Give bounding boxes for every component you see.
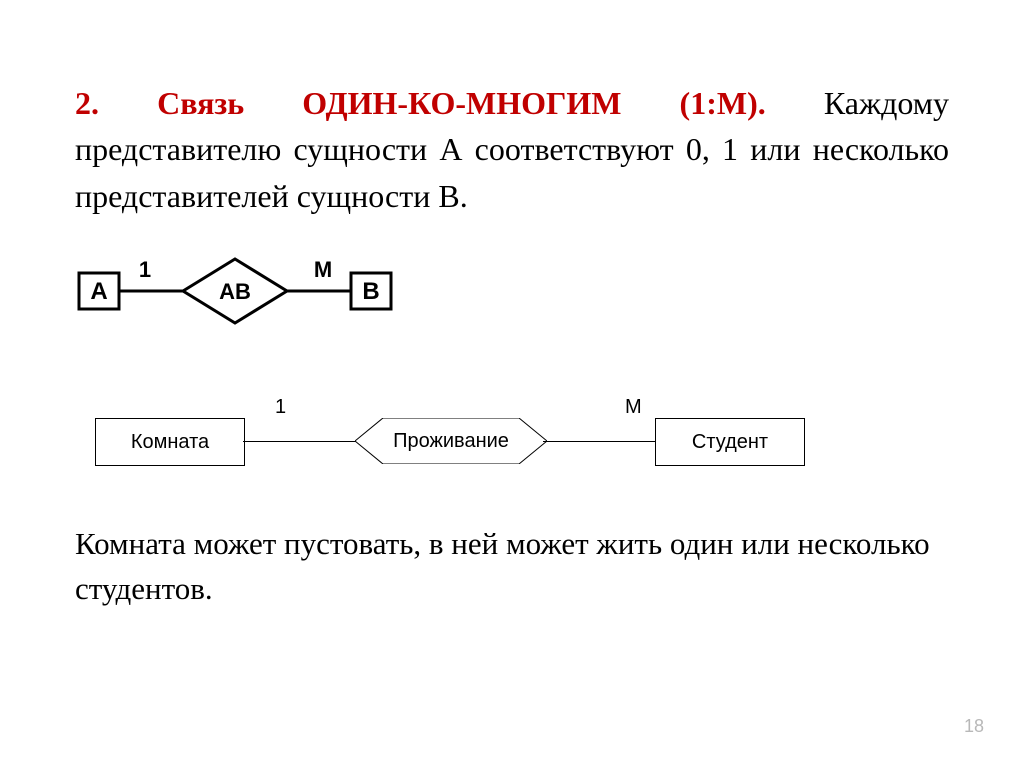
heading-block: 2. Связь ОДИН-КО-МНОГИМ (1:М). Каждому п… [75,80,949,219]
fig-entity-a: А [90,278,107,305]
card-left: 1 [275,396,286,419]
card-right: М [625,396,642,419]
fig-relationship: АВ [219,279,251,304]
entity-left-label: Комната [131,431,209,454]
page-number: 18 [964,716,984,737]
fig-card-right: М [314,257,332,282]
relationship-hexagon: Проживание [355,418,547,464]
er-line-right [543,441,655,442]
entity-left: Комната [95,418,245,466]
slide: 2. Связь ОДИН-КО-МНОГИМ (1:М). Каждому п… [0,0,1024,767]
bottom-paragraph: Комната может пустовать, в ней может жит… [75,522,949,612]
fig-card-left: 1 [139,257,151,282]
entity-right-label: Студент [692,431,768,454]
er-diagram-clean: Комната 1 Проживание М Студент [75,402,949,482]
heading-title: 2. Связь ОДИН-КО-МНОГИМ (1:М). [75,85,766,121]
fig-entity-b: В [362,278,379,305]
relationship-label: Проживание [393,430,509,453]
er-figure-thick: А 1 АВ М В [75,247,949,332]
entity-right: Студент [655,418,805,466]
er-line-left [243,441,358,442]
